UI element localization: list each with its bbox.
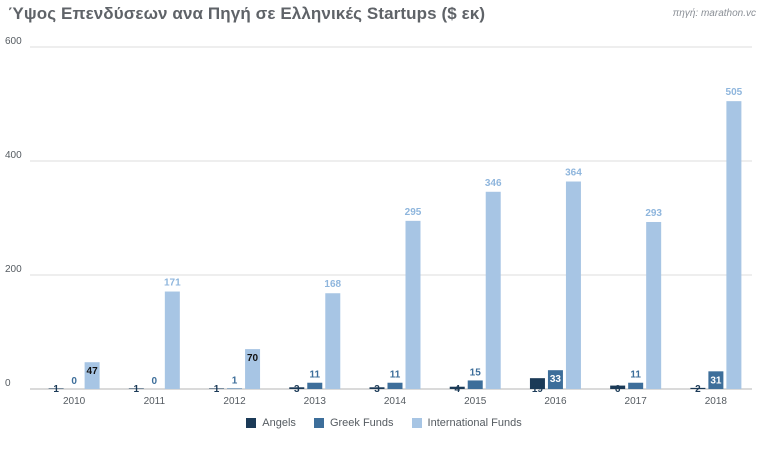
data-label: 6 [615,384,621,395]
legend-swatch-international-funds [411,418,422,428]
bar-international-funds-2015 [485,191,501,389]
bar-greek-funds-2016 [547,370,563,389]
data-label: 295 [405,207,422,218]
data-label: 505 [726,87,743,98]
bar-greek-funds-2015 [467,380,483,389]
x-tick-label: 2018 [705,396,728,407]
bar-greek-funds-2012 [227,388,243,389]
x-tick-label: 2013 [304,396,327,407]
bar-greek-funds-2013 [307,382,323,389]
legend-label-international-funds: International Funds [427,417,522,429]
data-label: 346 [485,178,502,189]
data-label: 11 [630,370,641,381]
data-label: 293 [645,208,662,219]
data-label: 2 [695,384,701,395]
data-label: 70 [247,353,259,364]
data-label: 364 [565,168,582,179]
x-tick-label: 2014 [384,396,407,407]
x-tick-label: 2010 [63,396,86,407]
data-label: 1 [134,384,140,395]
bar-greek-funds-2014 [387,382,403,389]
y-tick-label: 200 [5,264,22,275]
x-tick-label: 2015 [464,396,487,407]
data-label: 3 [294,384,300,395]
y-tick-label: 400 [5,150,22,161]
chart-title: Ύψος Επενδύσεων ανα Πηγή σε Ελληνικές St… [8,4,486,23]
bar-greek-funds-2017 [628,382,644,389]
chart-legend: Angels Greek Funds International Funds [0,417,768,429]
data-label: 11 [390,370,401,381]
legend-item-angels[interactable]: Angels [246,417,296,429]
legend-label-angels: Angels [262,417,296,429]
bar-angels-2011 [128,388,144,389]
legend-swatch-angels [246,418,257,428]
bar-international-funds-2012 [245,349,261,389]
data-label: 168 [324,279,341,290]
bar-international-funds-2011 [164,291,180,389]
legend-item-greek-funds[interactable]: Greek Funds [313,417,394,429]
y-tick-label: 600 [5,36,22,47]
data-label: 3 [374,384,380,395]
x-tick-label: 2011 [144,396,166,407]
bar-angels-2013 [289,387,305,389]
data-label: 11 [309,370,320,381]
source-note: πηγή: marathon.vc [672,8,756,19]
data-label: 47 [87,366,99,377]
bar-international-funds-2014 [405,220,421,389]
x-tick-label: 2012 [223,396,246,407]
data-label: 0 [152,376,158,387]
bar-angels-2010 [48,388,64,389]
data-label: 171 [164,278,181,289]
data-label: 33 [550,374,562,385]
bar-greek-funds-2018 [708,371,724,389]
y-tick-label: 0 [5,378,11,389]
legend-swatch-greek-funds [313,418,324,428]
bar-international-funds-2016 [565,181,581,389]
data-label: 1 [214,384,220,395]
x-tick-label: 2017 [625,396,648,407]
bar-angels-2016 [529,378,545,389]
bar-international-funds-2018 [726,101,742,390]
data-label: 31 [710,375,722,386]
bar-angels-2012 [209,388,225,389]
bar-angels-2018 [690,387,706,389]
data-label: 19 [532,384,544,395]
x-tick-label: 2016 [544,396,567,407]
bar-international-funds-2017 [646,221,662,389]
bar-angels-2015 [449,386,465,389]
bar-angels-2017 [610,385,626,389]
data-label: 1 [232,375,238,386]
data-label: 4 [454,384,460,395]
bar-international-funds-2010 [84,362,100,389]
data-label: 0 [71,376,77,387]
bar-international-funds-2013 [325,293,341,389]
legend-label-greek-funds: Greek Funds [329,417,394,429]
legend-item-international-funds[interactable]: International Funds [411,417,522,429]
data-label: 15 [470,367,482,378]
bar-angels-2014 [369,387,385,389]
data-label: 1 [53,384,59,395]
